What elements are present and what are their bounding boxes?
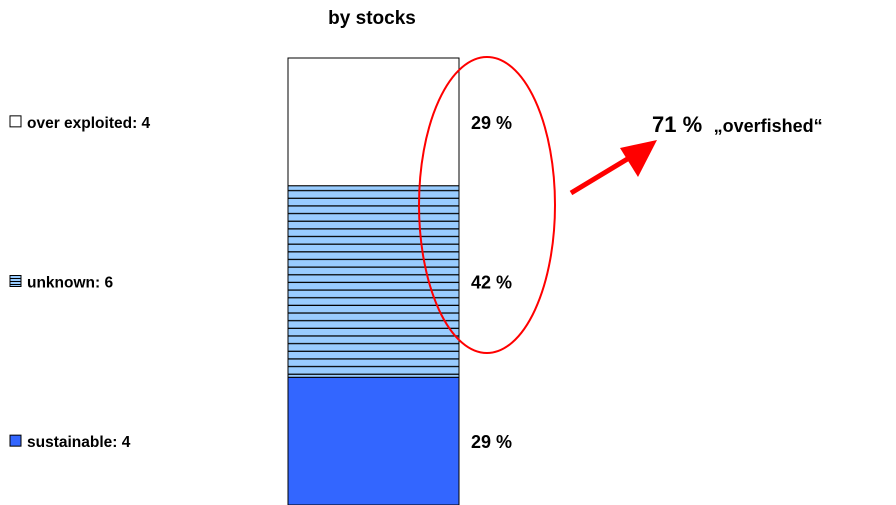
percent-label-sustainable: 29 % — [471, 432, 512, 452]
legend-item-unknown: unknown: 6 — [9, 275, 113, 292]
legend: sustainable: 4 unknown: 6 over exploited: … — [9, 115, 151, 451]
overfished-callout: 71 % „overfished“ — [652, 112, 823, 137]
bar-segment-unknown — [287, 185, 460, 378]
legend-swatch — [9, 115, 22, 128]
chart-title: by stocks — [328, 8, 416, 29]
legend-item-over-exploited: over exploited: 4 — [9, 115, 151, 132]
legend-label: unknown: 6 — [27, 275, 113, 292]
bar-segment-sustainable — [287, 376, 460, 505]
percent-label-unknown: 42 % — [471, 273, 512, 293]
legend-swatch — [9, 275, 22, 287]
overfished-percent: 71 % — [652, 112, 702, 137]
legend-item-sustainable: sustainable: 4 — [9, 434, 131, 451]
legend-swatch — [9, 434, 22, 447]
overfished-label: „overfished“ — [714, 116, 823, 136]
bar-stack — [287, 57, 460, 505]
percent-label-over-exploited: 29 % — [471, 113, 512, 133]
legend-label: over exploited: 4 — [27, 115, 151, 132]
bar-segment-over-exploited — [287, 57, 460, 187]
legend-label: sustainable: 4 — [27, 434, 131, 451]
arrow-icon — [569, 140, 657, 196]
highlight-ellipse — [418, 56, 556, 354]
percent-labels: 29 % 42 % 29 % — [471, 113, 512, 452]
